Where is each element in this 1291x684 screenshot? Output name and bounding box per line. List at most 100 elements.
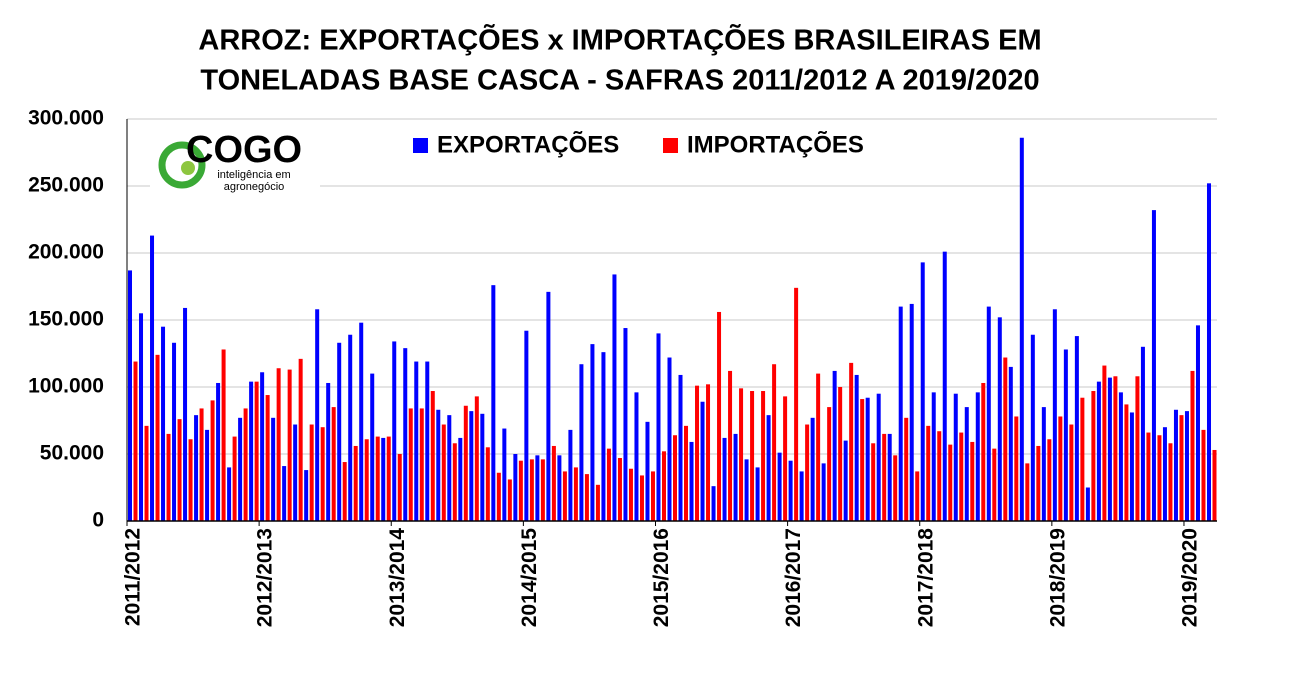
- bar: [1195, 325, 1200, 521]
- bar: [403, 348, 408, 521]
- bar: [1107, 377, 1112, 521]
- legend-label: IMPORTAÇÕES: [687, 130, 864, 158]
- bar: [827, 407, 832, 521]
- bar: [370, 373, 375, 521]
- bar: [331, 407, 336, 521]
- bar: [1019, 137, 1024, 521]
- bar: [392, 341, 397, 521]
- bar: [568, 429, 573, 521]
- y-tick-label: 200.000: [28, 241, 104, 264]
- bar: [992, 448, 997, 521]
- bar: [227, 467, 232, 521]
- y-tick-label: 250.000: [28, 174, 104, 197]
- bar: [1025, 463, 1030, 521]
- bar: [849, 362, 854, 521]
- x-tick-label: 2011/2012: [122, 528, 145, 626]
- bar: [590, 344, 595, 521]
- bar: [249, 381, 254, 521]
- bar: [1118, 392, 1123, 521]
- bar: [458, 437, 463, 521]
- bar: [755, 467, 760, 521]
- bar: [860, 399, 865, 521]
- bar: [959, 432, 964, 521]
- bar: [981, 382, 986, 521]
- bar: [733, 433, 738, 521]
- bar: [948, 444, 953, 521]
- bar: [1063, 349, 1068, 521]
- bar: [970, 441, 975, 521]
- y-tick-label: 100.000: [28, 375, 104, 398]
- bar: [425, 361, 430, 521]
- bar: [1124, 404, 1129, 521]
- bar: [661, 451, 666, 521]
- bar: [238, 417, 243, 521]
- bar: [711, 486, 716, 521]
- bar: [540, 459, 545, 521]
- bar: [1168, 443, 1173, 521]
- bar: [1146, 432, 1151, 521]
- chart-title: TONELADAS BASE CASCA - SAFRAS 2011/2012 …: [200, 65, 1039, 97]
- bar: [188, 439, 193, 521]
- bar: [777, 452, 782, 521]
- bar: [584, 474, 589, 521]
- bar: [1102, 365, 1107, 521]
- bar: [799, 471, 804, 521]
- bar: [744, 459, 749, 521]
- bar: [408, 408, 413, 521]
- bar: [650, 471, 655, 521]
- bar: [480, 413, 485, 521]
- bar: [1058, 416, 1063, 521]
- bar: [678, 374, 683, 521]
- legend-swatch: [663, 138, 678, 153]
- bar: [750, 391, 755, 521]
- bar: [628, 468, 633, 521]
- bar: [1206, 183, 1211, 521]
- x-tick-label: 2015/2016: [650, 528, 673, 627]
- bar: [177, 419, 182, 521]
- bar: [1173, 409, 1178, 521]
- bar: [893, 455, 898, 521]
- bar: [700, 401, 705, 521]
- bar: [1080, 397, 1085, 521]
- bar: [447, 415, 452, 521]
- bar: [491, 285, 496, 521]
- legend-label: EXPORTAÇÕES: [437, 130, 619, 158]
- bar: [128, 270, 133, 521]
- bar: [216, 382, 221, 521]
- bar: [898, 306, 903, 521]
- bar: [1212, 449, 1217, 521]
- bar: [326, 382, 331, 521]
- bar: [161, 326, 166, 521]
- bar: [1162, 427, 1167, 521]
- chart-title: ARROZ: EXPORTAÇÕES x IMPORTAÇÕES BRASILE…: [198, 23, 1041, 57]
- bar: [783, 396, 788, 521]
- bar: [1036, 445, 1041, 521]
- bar: [926, 425, 931, 521]
- bar: [287, 369, 292, 521]
- bar: [441, 424, 446, 521]
- bar: [1113, 376, 1118, 521]
- bar: [772, 364, 777, 521]
- bar: [375, 436, 380, 521]
- bar: [562, 471, 567, 521]
- bar: [821, 463, 826, 521]
- x-tick-label: 2017/2018: [914, 528, 937, 628]
- bar: [557, 455, 562, 521]
- bar: [293, 424, 298, 521]
- bar: [728, 370, 733, 521]
- bar: [1091, 391, 1096, 521]
- bar: [381, 437, 386, 521]
- bar: [205, 429, 210, 521]
- y-tick-label: 150.000: [28, 308, 104, 331]
- logo-dot: [181, 161, 195, 175]
- bar: [997, 317, 1002, 521]
- bar: [282, 466, 287, 521]
- bar: [810, 417, 815, 521]
- bar: [953, 393, 958, 521]
- bar: [1003, 357, 1008, 521]
- bar: [474, 396, 479, 521]
- bar: [133, 361, 138, 521]
- bar: [882, 433, 887, 521]
- bar: [194, 415, 199, 521]
- bar: [144, 425, 149, 521]
